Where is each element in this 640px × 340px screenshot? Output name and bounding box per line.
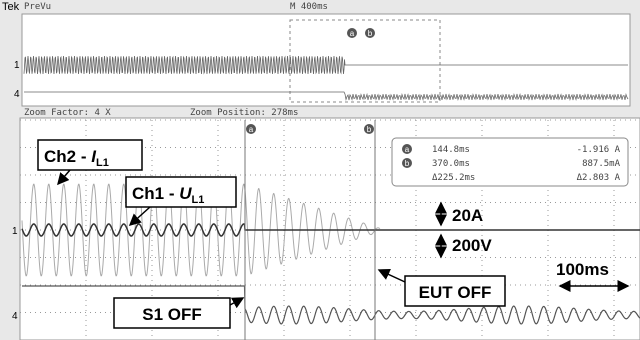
current-scale: 20A xyxy=(452,206,483,225)
overview-a: a xyxy=(350,29,355,38)
ch4-marker: 4 xyxy=(12,311,18,322)
text: Ch2 - xyxy=(44,147,91,166)
s1-label: S1 OFF xyxy=(142,305,202,324)
text: L1 xyxy=(96,157,109,169)
readout-value: -1.916 A xyxy=(577,145,621,155)
timebase: M 400ms xyxy=(290,2,328,12)
readout-time: Δ225.2ms xyxy=(432,173,475,183)
brand: Tek xyxy=(2,1,20,13)
text: L1 xyxy=(192,194,205,206)
cursor-a: a xyxy=(249,125,254,134)
time-scale: 100ms xyxy=(556,260,609,279)
text: U xyxy=(179,184,192,203)
zoom-factor: Zoom Factor: 4 X xyxy=(24,108,111,118)
eut-label: EUT OFF xyxy=(419,283,492,302)
readout-value: Δ2.803 A xyxy=(577,173,621,183)
voltage-scale: 200V xyxy=(452,236,492,255)
overview-b: b xyxy=(368,29,373,38)
text: Ch1 - xyxy=(132,184,179,203)
readout-badge-label: b xyxy=(405,159,410,168)
scope-screenshot: Tek PreVu M 400ms Zoom Factor: 4 X Zoom … xyxy=(0,0,640,340)
cursor-b: b xyxy=(367,125,372,134)
zoom-position: Zoom Position: 278ms xyxy=(190,108,298,118)
mode: PreVu xyxy=(24,2,51,12)
readout-time: 144.8ms xyxy=(432,145,470,155)
ch1-marker: 1 xyxy=(12,226,18,237)
readout-time: 370.0ms xyxy=(432,159,470,169)
readout-value: 887.5mA xyxy=(582,159,621,169)
readout-badge-label: a xyxy=(405,145,410,154)
ch1-marker-top: 1 xyxy=(14,60,20,71)
page: Tek PreVu M 400ms Zoom Factor: 4 X Zoom … xyxy=(0,0,640,340)
ch4-marker-top: 4 xyxy=(14,89,20,100)
